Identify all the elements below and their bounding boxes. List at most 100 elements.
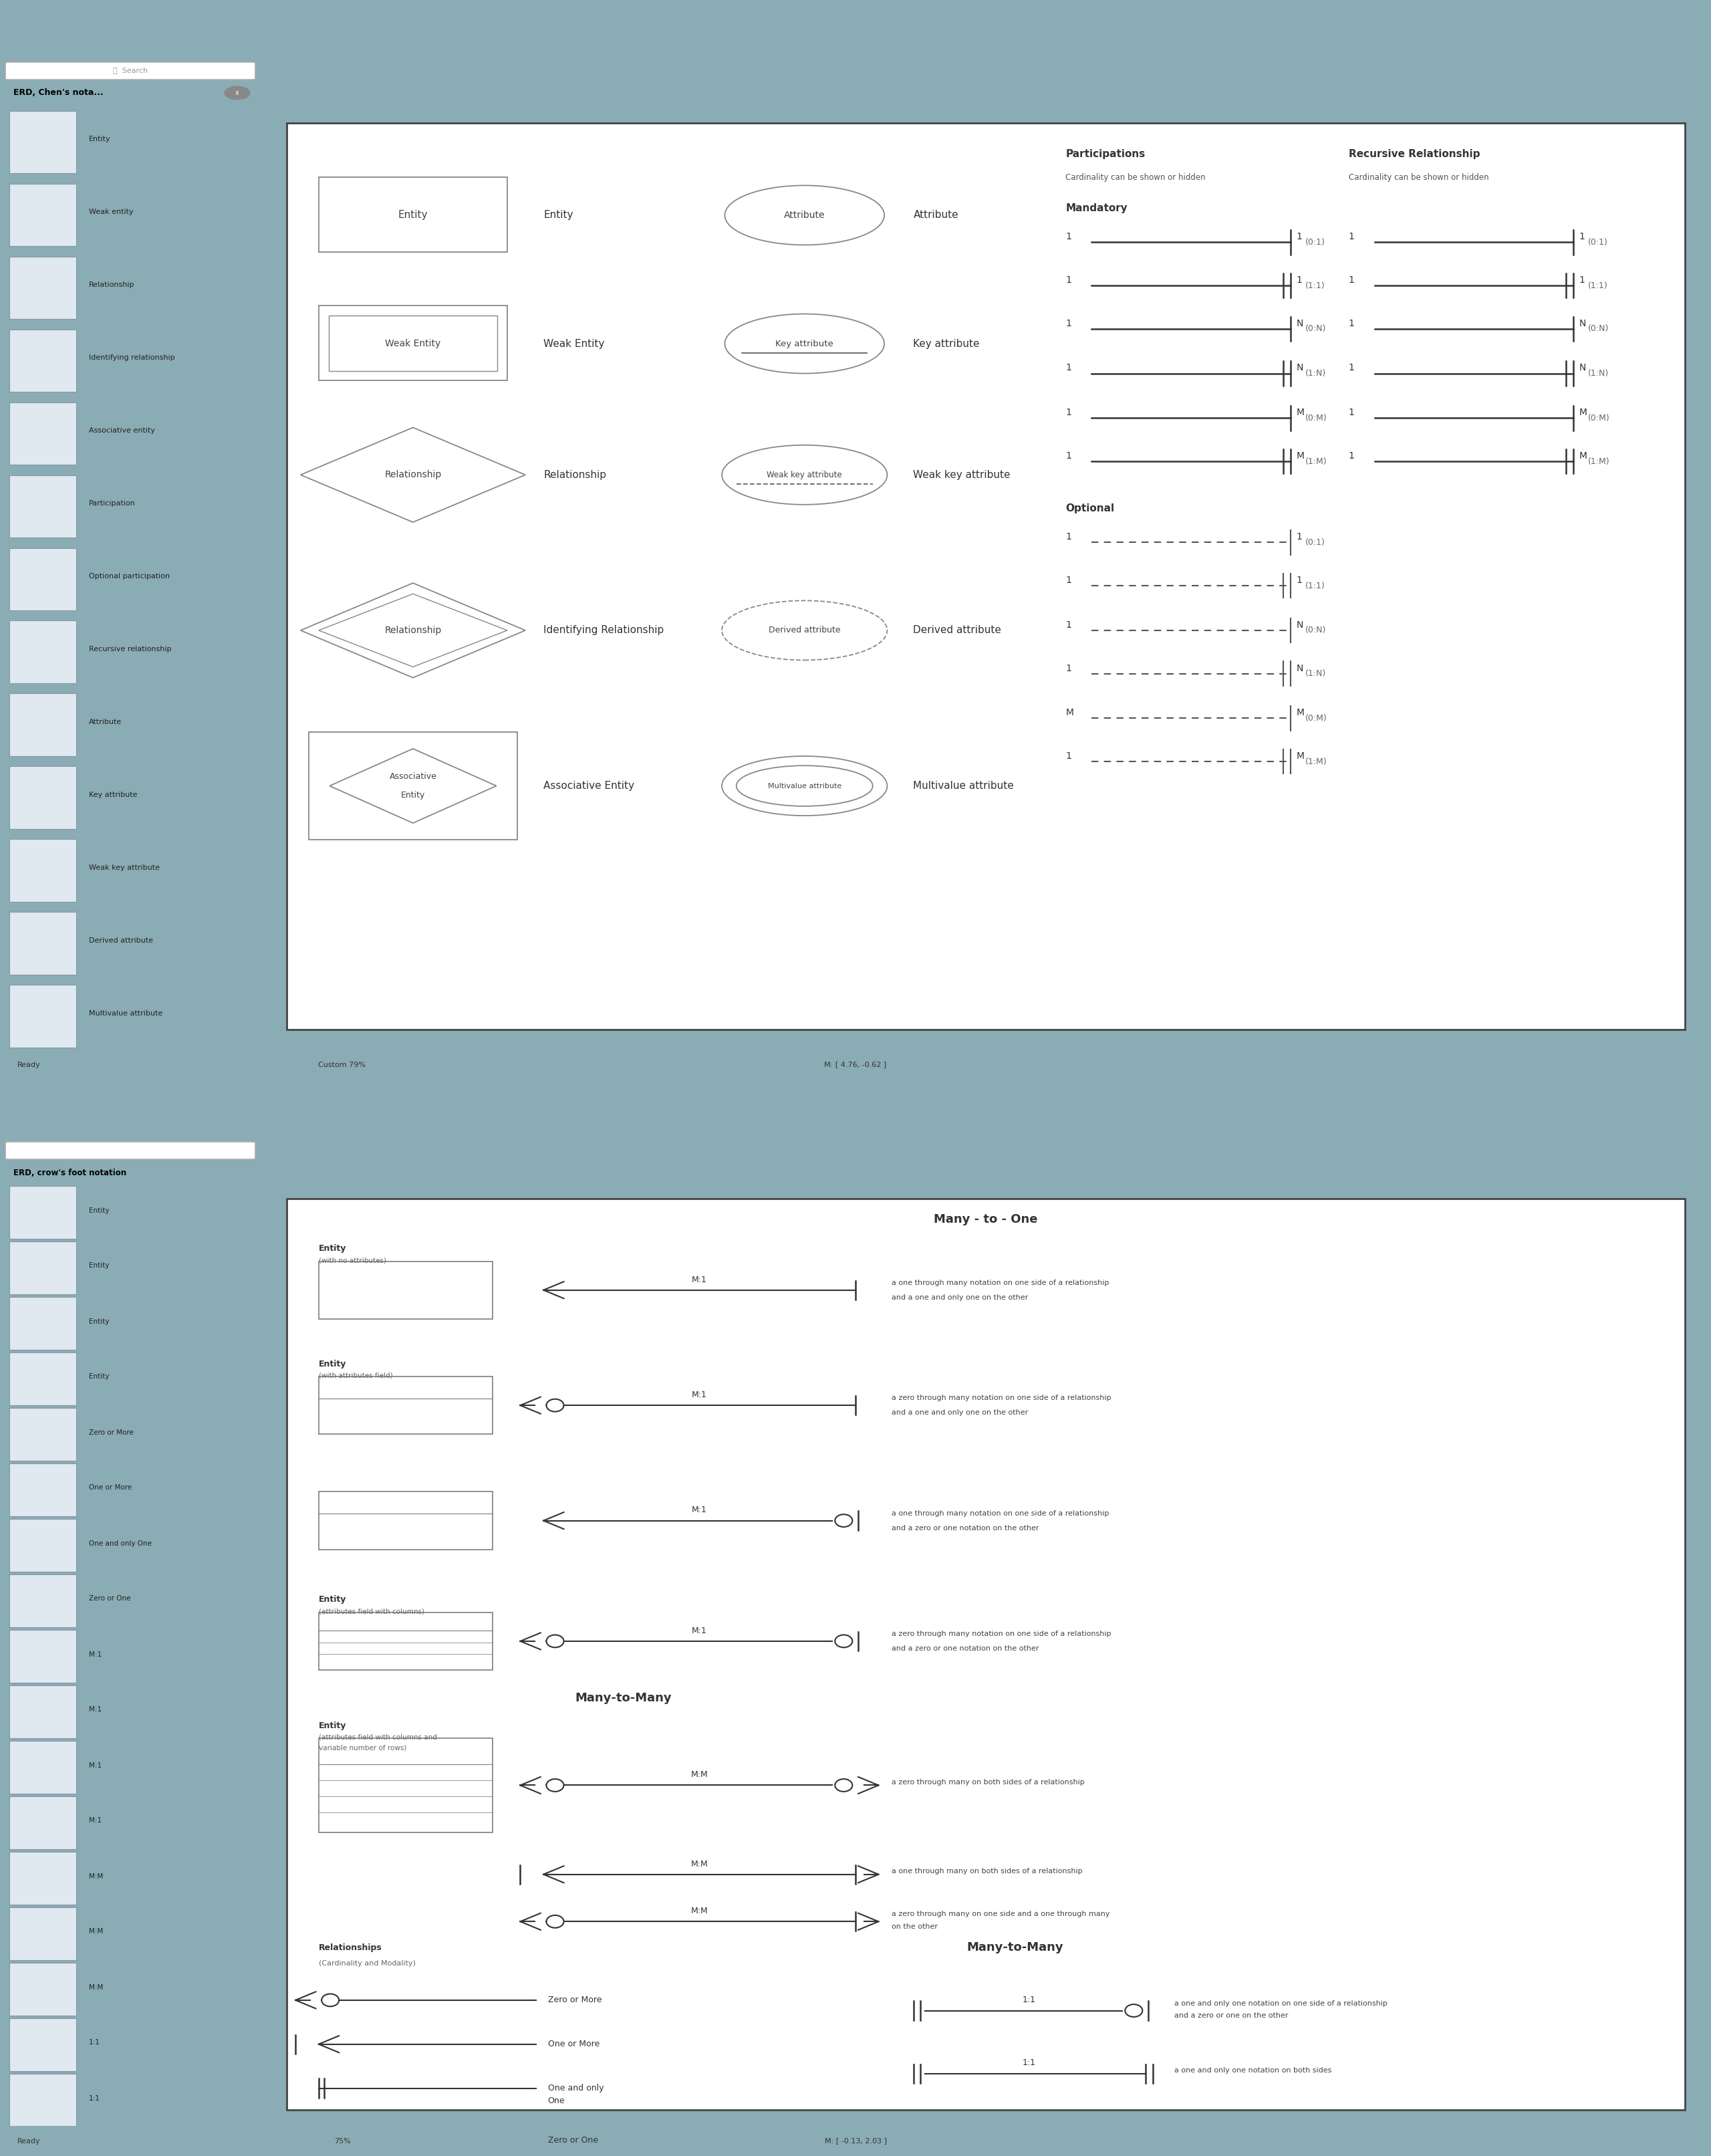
Circle shape: [546, 1634, 565, 1647]
Text: One and only One: One and only One: [89, 1539, 152, 1546]
Text: a zero through many on both sides of a relationship: a zero through many on both sides of a r…: [891, 1779, 1085, 1785]
Text: 1: 1: [1297, 233, 1302, 241]
Text: Many-to-Many: Many-to-Many: [967, 1943, 1063, 1953]
FancyBboxPatch shape: [10, 1186, 77, 1240]
Text: Weak key attribute: Weak key attribute: [914, 470, 1011, 481]
Text: M:M: M:M: [691, 1906, 708, 1915]
Text: Mandatory: Mandatory: [1066, 203, 1128, 213]
Text: 1: 1: [1066, 664, 1071, 673]
Text: One: One: [548, 2096, 565, 2104]
Text: Entity: Entity: [89, 1263, 110, 1270]
Text: and a one and only one on the other: and a one and only one on the other: [891, 1294, 1028, 1300]
FancyBboxPatch shape: [318, 306, 506, 379]
Text: (0:1): (0:1): [1305, 539, 1324, 548]
Text: Entity: Entity: [318, 1360, 346, 1369]
Text: Many - to - One: Many - to - One: [934, 1214, 1039, 1225]
Ellipse shape: [722, 757, 888, 815]
Text: ERD, Chen's nota...: ERD, Chen's nota...: [14, 88, 103, 97]
Text: M:M: M:M: [691, 1858, 708, 1869]
FancyBboxPatch shape: [10, 330, 77, 392]
Ellipse shape: [722, 444, 888, 505]
Text: Identifying relationship: Identifying relationship: [89, 354, 175, 362]
FancyBboxPatch shape: [318, 1492, 493, 1550]
Text: M: M: [1579, 451, 1588, 461]
Text: Derived attribute: Derived attribute: [914, 625, 1001, 636]
Text: 1:1: 1:1: [89, 2040, 99, 2046]
Text: ⌕  Search: ⌕ Search: [113, 67, 147, 73]
FancyBboxPatch shape: [10, 1740, 77, 1794]
Polygon shape: [301, 427, 525, 522]
Text: Associative entity: Associative entity: [89, 427, 154, 433]
Text: Zero or More: Zero or More: [89, 1429, 133, 1436]
Text: 1:1: 1:1: [1023, 2059, 1037, 2068]
FancyBboxPatch shape: [318, 1376, 493, 1434]
Text: Weak key attribute: Weak key attribute: [89, 865, 159, 871]
Text: Custom 79%: Custom 79%: [318, 1061, 366, 1067]
Text: Ready: Ready: [17, 1061, 41, 1067]
FancyBboxPatch shape: [10, 2074, 77, 2126]
Text: 1: 1: [1066, 319, 1071, 328]
Text: Zero or More: Zero or More: [548, 1996, 602, 2005]
Text: (0:M): (0:M): [1588, 414, 1610, 423]
FancyBboxPatch shape: [5, 1143, 255, 1160]
Text: and a zero or one notation on the other: and a zero or one notation on the other: [891, 1645, 1039, 1651]
Text: (1:N): (1:N): [1305, 668, 1326, 677]
Text: 1: 1: [1066, 233, 1071, 241]
Text: Weak entity: Weak entity: [89, 209, 133, 216]
FancyBboxPatch shape: [10, 985, 77, 1048]
Text: 1: 1: [1066, 533, 1071, 541]
Text: (1:1): (1:1): [1305, 582, 1324, 591]
Text: 1: 1: [1348, 233, 1355, 241]
Polygon shape: [330, 748, 496, 824]
FancyBboxPatch shape: [318, 1738, 493, 1833]
Circle shape: [835, 1634, 852, 1647]
Text: a zero through many notation on one side of a relationship: a zero through many notation on one side…: [891, 1395, 1110, 1401]
Text: (0:M): (0:M): [1305, 714, 1326, 722]
Text: 1: 1: [1297, 276, 1302, 285]
Text: (1:M): (1:M): [1588, 457, 1610, 466]
Text: (1:M): (1:M): [1305, 457, 1326, 466]
Text: Entity: Entity: [318, 1595, 346, 1604]
Text: Optional participation: Optional participation: [89, 573, 169, 580]
Text: Cardinality can be shown or hidden: Cardinality can be shown or hidden: [1066, 172, 1206, 181]
Text: 1: 1: [1579, 233, 1584, 241]
Text: M:1: M:1: [691, 1391, 707, 1399]
Text: 1: 1: [1066, 276, 1071, 285]
Text: Entity: Entity: [89, 1207, 110, 1214]
Circle shape: [835, 1779, 852, 1792]
Text: Optional: Optional: [1066, 505, 1114, 513]
Text: (0:N): (0:N): [1588, 323, 1608, 334]
Text: M: [ 4.76, -0.62 ]: M: [ 4.76, -0.62 ]: [825, 1061, 886, 1067]
Circle shape: [1126, 2005, 1143, 2016]
FancyBboxPatch shape: [318, 177, 506, 252]
Text: Entity: Entity: [400, 791, 424, 800]
Text: 1:1: 1:1: [1023, 1996, 1037, 2005]
Text: Relationship: Relationship: [385, 625, 441, 636]
Text: a one through many notation on one side of a relationship: a one through many notation on one side …: [891, 1509, 1109, 1516]
Text: Relationship: Relationship: [89, 282, 135, 289]
FancyBboxPatch shape: [10, 548, 77, 610]
Text: M:1: M:1: [691, 1274, 707, 1285]
FancyBboxPatch shape: [10, 839, 77, 901]
FancyBboxPatch shape: [10, 2018, 77, 2072]
Text: Relationship: Relationship: [544, 470, 606, 481]
FancyBboxPatch shape: [10, 1408, 77, 1460]
Text: M:1: M:1: [89, 1705, 101, 1714]
Text: 1: 1: [1348, 319, 1355, 328]
Text: on the other: on the other: [891, 1923, 938, 1930]
Text: 1: 1: [1066, 407, 1071, 418]
Text: and a zero or one notation on the other: and a zero or one notation on the other: [891, 1524, 1039, 1531]
FancyBboxPatch shape: [318, 1261, 493, 1319]
Text: a one through many on both sides of a relationship: a one through many on both sides of a re…: [891, 1867, 1083, 1874]
Ellipse shape: [736, 765, 873, 806]
Polygon shape: [301, 582, 525, 677]
Text: M:1: M:1: [89, 1818, 101, 1824]
Text: x: x: [236, 91, 240, 97]
FancyBboxPatch shape: [10, 1908, 77, 1960]
Text: M: M: [1297, 407, 1304, 418]
FancyBboxPatch shape: [5, 63, 255, 80]
Text: Associative: Associative: [390, 772, 436, 780]
FancyBboxPatch shape: [10, 1852, 77, 1904]
FancyBboxPatch shape: [10, 403, 77, 466]
Text: Derived attribute: Derived attribute: [89, 938, 152, 944]
